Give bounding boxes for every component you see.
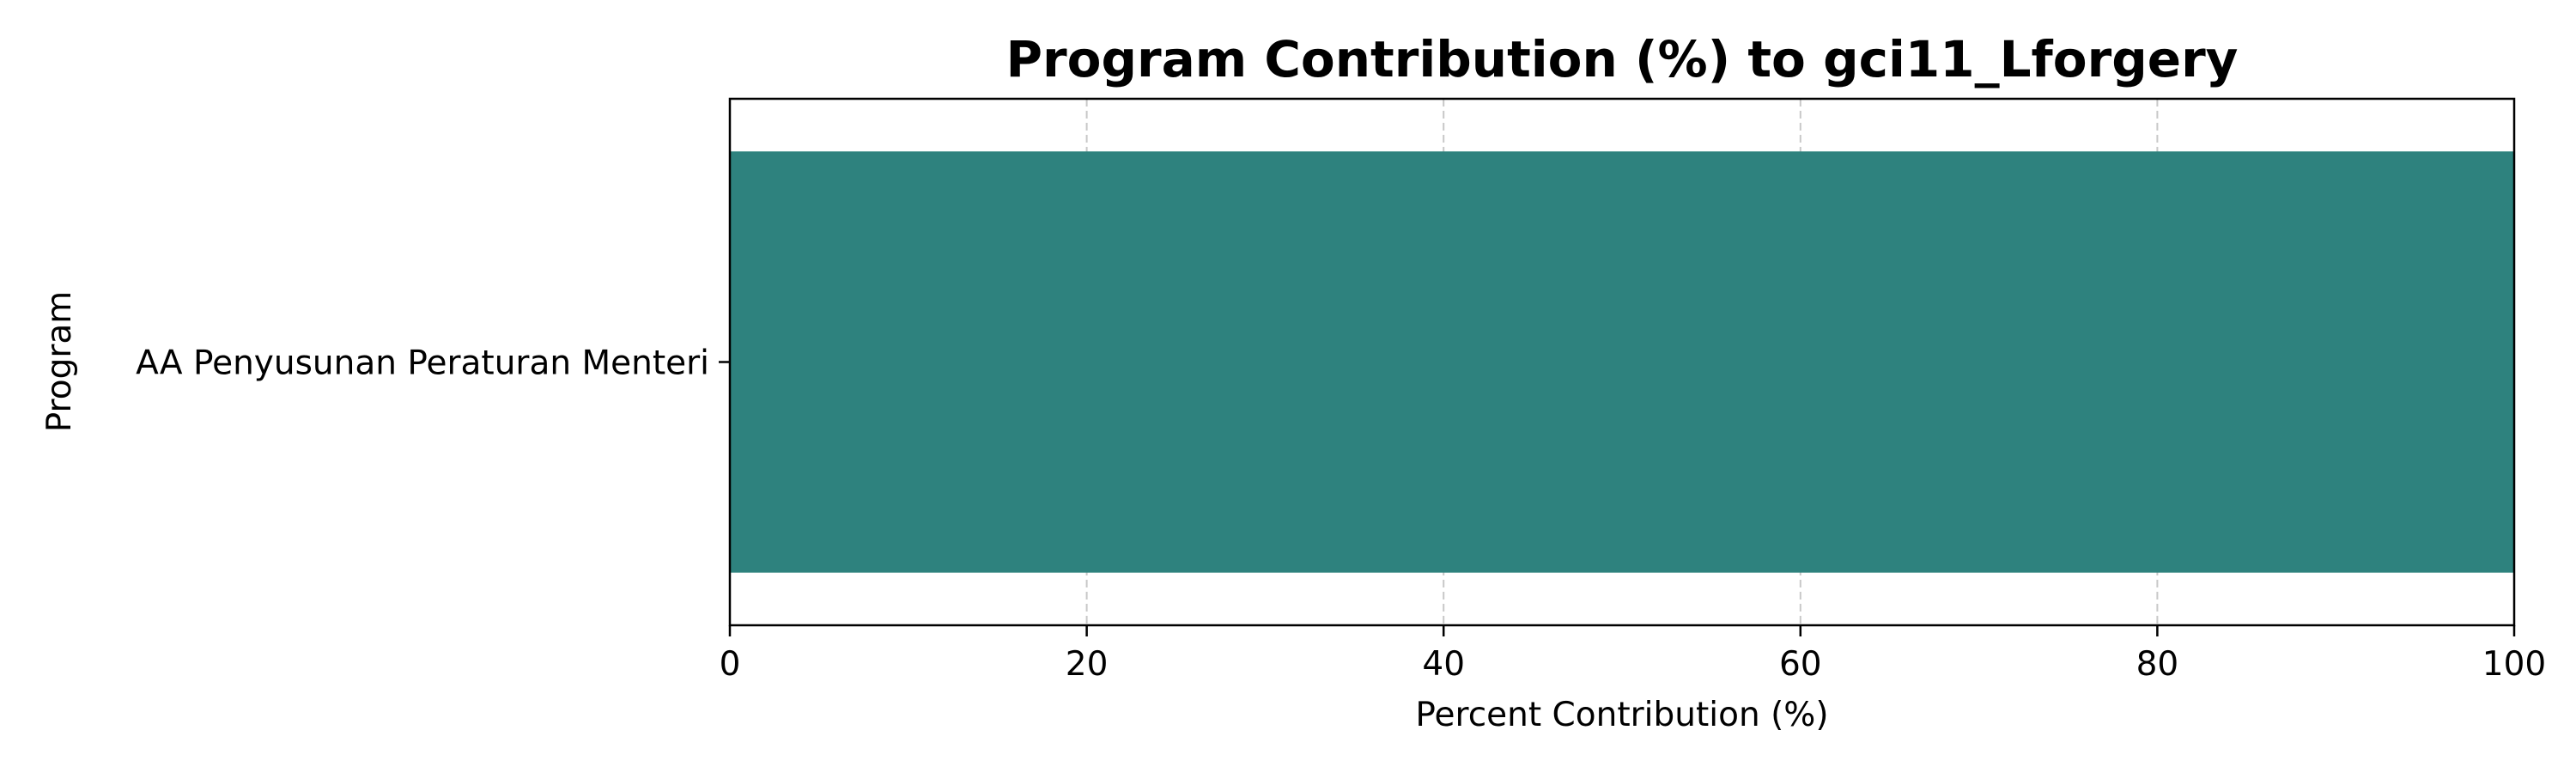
y-axis-label: Program — [40, 291, 79, 433]
chart-title: Program Contribution (%) to gci11_Lforge… — [1006, 30, 2239, 88]
x-tick-label: 100 — [2482, 645, 2546, 684]
x-tick-label: 0 — [720, 645, 741, 684]
bars — [730, 151, 2514, 573]
x-tick-label: 80 — [2136, 645, 2179, 684]
y-tick-label: AA Penyusunan Peraturan Menteri — [136, 344, 709, 383]
x-tick-label: 40 — [1422, 645, 1465, 684]
x-axis-ticks: 0 20 40 60 80 100 — [720, 625, 2546, 684]
y-axis-ticks: AA Penyusunan Peraturan Menteri — [136, 344, 730, 383]
bar — [730, 151, 2514, 573]
x-axis-label: Percent Contribution (%) — [1415, 696, 1828, 734]
x-tick-label: 60 — [1779, 645, 1822, 684]
x-tick-label: 20 — [1066, 645, 1109, 684]
